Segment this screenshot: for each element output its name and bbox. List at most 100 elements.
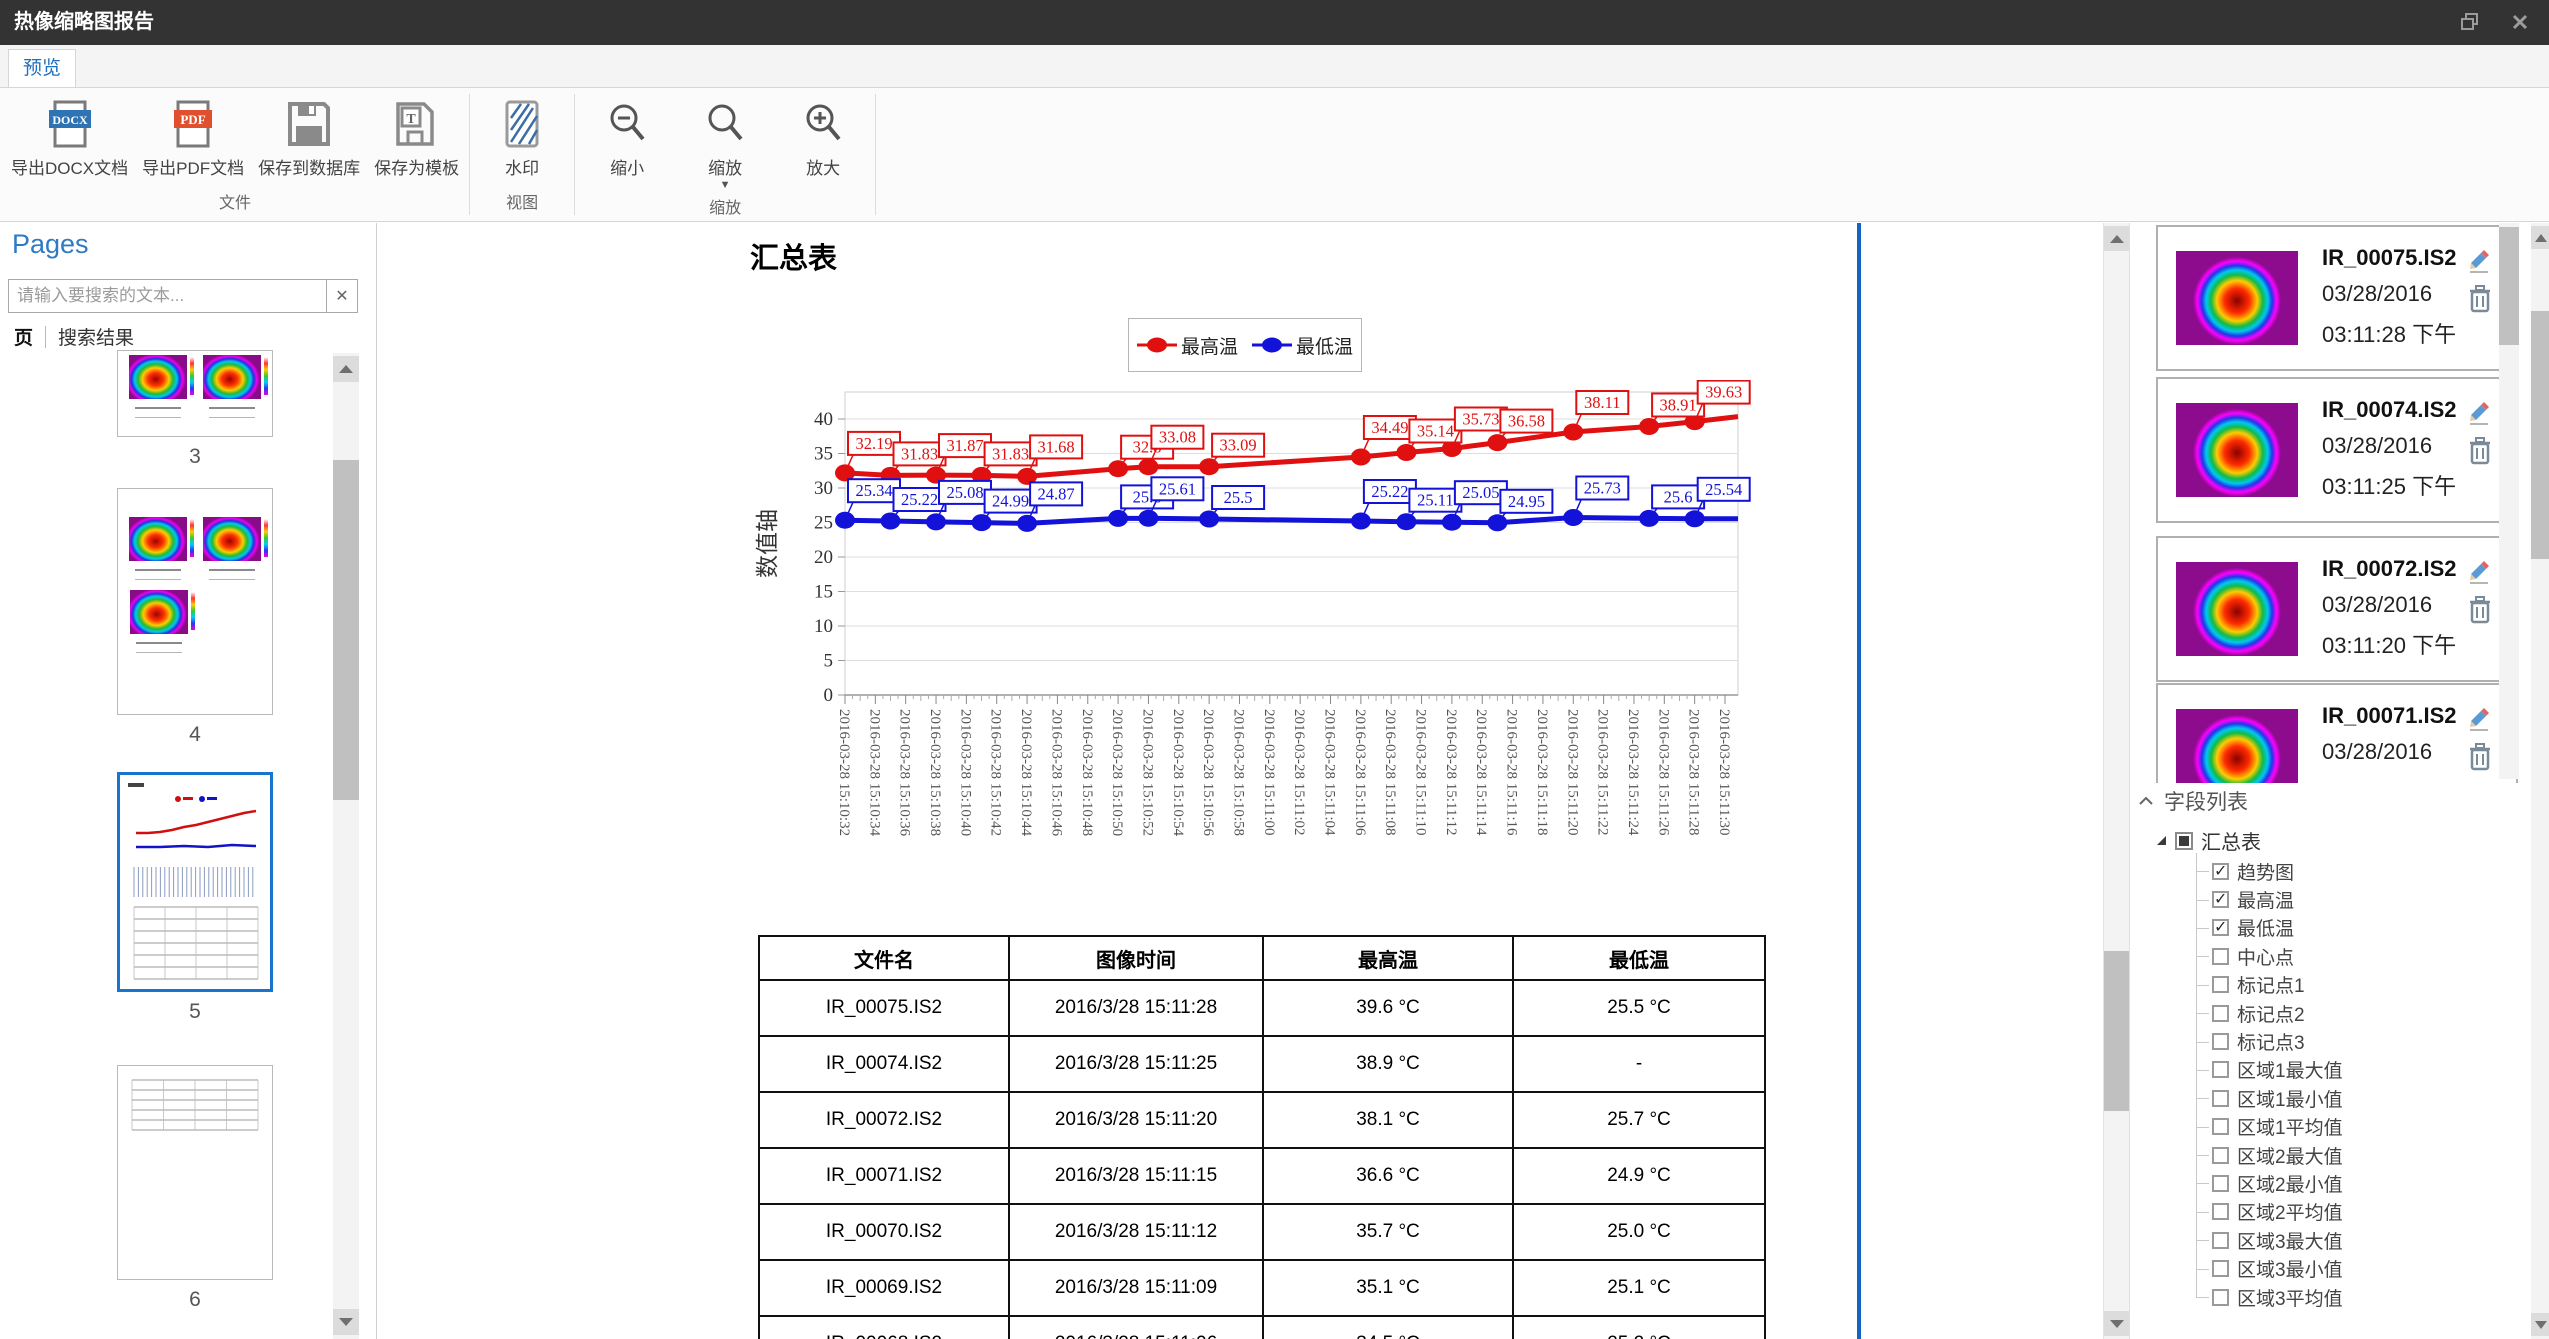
table-cell: IR_00075.IS2 xyxy=(758,979,1010,1037)
page-thumbnail-3[interactable] xyxy=(117,350,273,437)
checkbox-unchecked-icon[interactable] xyxy=(2212,976,2229,994)
page-right-edge xyxy=(1857,223,1861,1339)
field-item-区域2平均值[interactable]: 区域2平均值 xyxy=(2196,1198,2538,1226)
checkbox-unchecked-icon[interactable] xyxy=(2212,1061,2229,1079)
field-item-标记点2[interactable]: 标记点2 xyxy=(2196,999,2538,1027)
edit-pencil-icon[interactable] xyxy=(2466,705,2492,736)
field-item-区域1最小值[interactable]: 区域1最小值 xyxy=(2196,1084,2538,1112)
search-input[interactable] xyxy=(9,280,326,312)
ribbon-button-导出PDF文档[interactable]: PDF 导出PDF文档 xyxy=(135,96,251,181)
field-item-标记点3[interactable]: 标记点3 xyxy=(2196,1027,2538,1055)
table-cell: IR_00070.IS2 xyxy=(758,1203,1010,1261)
field-item-label: 趋势图 xyxy=(2237,862,2295,884)
document-scroll-down-icon[interactable] xyxy=(2104,1311,2129,1336)
field-item-最低温[interactable]: 最低温 xyxy=(2196,914,2538,942)
checkbox-unchecked-icon[interactable] xyxy=(2212,1118,2229,1136)
panel-scroll-down-icon[interactable] xyxy=(2531,1313,2549,1336)
pages-scroll-up-icon[interactable] xyxy=(333,356,359,382)
svg-text:31.68: 31.68 xyxy=(1038,437,1075,456)
checkbox-checked-icon[interactable] xyxy=(2212,861,2229,881)
document-scrollbar[interactable] xyxy=(2103,223,2130,1339)
document-scroll-up-icon[interactable] xyxy=(2104,226,2129,251)
field-item-最高温[interactable]: 最高温 xyxy=(2196,885,2538,913)
edit-pencil-icon[interactable] xyxy=(2466,247,2492,278)
thumbnail-card-IR_00071.IS2[interactable]: IR_00071.IS2 03/28/2016 xyxy=(2156,683,2518,783)
thumbnail-card-IR_00072.IS2[interactable]: IR_00072.IS2 03/28/2016 03:11:20 下午 xyxy=(2156,536,2518,682)
pages-scroll-down-icon[interactable] xyxy=(333,1309,359,1335)
svg-text:24.99: 24.99 xyxy=(992,492,1029,511)
ribbon-button-保存为模板[interactable]: T 保存为模板 xyxy=(367,96,466,181)
table-cell: 2016/3/28 15:11:25 xyxy=(1008,1035,1264,1093)
checkbox-unchecked-icon[interactable] xyxy=(2212,947,2229,965)
checkbox-unchecked-icon[interactable] xyxy=(2212,1004,2229,1022)
close-icon[interactable] xyxy=(2503,8,2537,36)
panel-scrollbar-thumb[interactable] xyxy=(2531,311,2549,559)
table-cell: IR_00074.IS2 xyxy=(758,1035,1010,1093)
checkbox-unchecked-icon[interactable] xyxy=(2212,1231,2229,1249)
trash-icon[interactable] xyxy=(2468,596,2492,629)
legend-item: 最高温 xyxy=(1136,332,1238,359)
ribbon-button-放大[interactable]: 放大 xyxy=(774,96,872,181)
field-item-区域3平均值[interactable]: 区域3平均值 xyxy=(2196,1283,2538,1311)
trash-icon[interactable] xyxy=(2468,285,2492,318)
field-item-区域1平均值[interactable]: 区域1平均值 xyxy=(2196,1113,2538,1141)
checkbox-unchecked-icon[interactable] xyxy=(2212,1033,2229,1051)
field-item-区域2最大值[interactable]: 区域2最大值 xyxy=(2196,1141,2538,1169)
search-clear-icon[interactable]: ✕ xyxy=(326,280,357,312)
page-thumbnail-5[interactable] xyxy=(117,772,273,992)
zoom-out-icon xyxy=(605,98,649,150)
ribbon-button-缩放[interactable]: 缩放 ▼ xyxy=(676,96,774,192)
field-item-标记点1[interactable]: 标记点1 xyxy=(2196,971,2538,999)
thumbnail-card-IR_00074.IS2[interactable]: IR_00074.IS2 03/28/2016 03:11:25 下午 xyxy=(2156,377,2518,523)
checkbox-unchecked-icon[interactable] xyxy=(2212,1288,2229,1306)
svg-text:2016-03-28 15:11:18: 2016-03-28 15:11:18 xyxy=(1534,709,1550,836)
panel-scroll-up-icon[interactable] xyxy=(2531,226,2549,249)
ribbon-button-label: 放大 xyxy=(806,159,841,178)
checkbox-unchecked-icon[interactable] xyxy=(2212,1260,2229,1278)
checkbox-unchecked-icon[interactable] xyxy=(2212,1203,2229,1221)
svg-text:2016-03-28 15:10:50: 2016-03-28 15:10:50 xyxy=(1109,709,1125,836)
field-item-趋势图[interactable]: 趋势图 xyxy=(2196,857,2538,885)
trash-icon[interactable] xyxy=(2468,437,2492,470)
svg-text:2016-03-28 15:10:44: 2016-03-28 15:10:44 xyxy=(1018,709,1034,837)
tab-search-results[interactable]: 搜索结果 xyxy=(58,328,135,349)
checkbox-unchecked-icon[interactable] xyxy=(2212,1089,2229,1107)
page-thumbnail-6[interactable] xyxy=(117,1065,273,1280)
field-list-root[interactable]: 汇总表 xyxy=(2156,826,2538,855)
field-item-区域3最小值[interactable]: 区域3最小值 xyxy=(2196,1254,2538,1282)
document-scrollbar-thumb[interactable] xyxy=(2104,951,2129,1111)
thumbnail-scrollbar[interactable] xyxy=(2499,223,2519,779)
field-item-区域3最大值[interactable]: 区域3最大值 xyxy=(2196,1226,2538,1254)
page-thumbnail-4[interactable] xyxy=(117,488,273,715)
root-checkbox[interactable] xyxy=(2175,831,2193,850)
trash-icon[interactable] xyxy=(2468,743,2492,776)
checkbox-unchecked-icon[interactable] xyxy=(2212,1146,2229,1164)
checkbox-checked-icon[interactable] xyxy=(2212,889,2229,909)
page-number: 4 xyxy=(189,723,201,746)
ribbon-button-缩小[interactable]: 缩小 xyxy=(578,96,676,181)
ribbon-button-导出DOCX文档[interactable]: DOCX 导出DOCX文档 xyxy=(4,96,135,181)
page-number: 5 xyxy=(189,1000,201,1023)
field-item-中心点[interactable]: 中心点 xyxy=(2196,942,2538,970)
table-cell: 25.2 °C xyxy=(1512,1315,1766,1339)
title-bar: 热像缩略图报告 xyxy=(0,0,2549,45)
field-item-区域1最大值[interactable]: 区域1最大值 xyxy=(2196,1056,2538,1084)
mini-chart xyxy=(128,783,259,980)
ribbon-button-保存到数据库[interactable]: 保存到数据库 xyxy=(251,96,367,181)
file-date: 03/28/2016 xyxy=(2322,433,2433,458)
thumbnail-scrollbar-thumb[interactable] xyxy=(2499,227,2519,345)
tab-page[interactable]: 页 xyxy=(14,328,34,349)
dropdown-arrow-icon[interactable]: ▼ xyxy=(719,179,731,191)
checkbox-unchecked-icon[interactable] xyxy=(2212,1174,2229,1192)
thumbnail-card-IR_00075.IS2[interactable]: IR_00075.IS2 03/28/2016 03:11:28 下午 xyxy=(2156,225,2518,371)
edit-pencil-icon[interactable] xyxy=(2466,399,2492,430)
field-item-区域2最小值[interactable]: 区域2最小值 xyxy=(2196,1169,2538,1197)
edit-pencil-icon[interactable] xyxy=(2466,558,2492,589)
tab-preview[interactable]: 预览 xyxy=(8,49,77,87)
checkbox-checked-icon[interactable] xyxy=(2212,917,2229,937)
restore-icon[interactable] xyxy=(2453,8,2487,36)
collapse-chevron-icon xyxy=(2139,796,2153,805)
ribbon-button-水印[interactable]: 水印 xyxy=(473,96,571,181)
field-list-header[interactable]: 字段列表 xyxy=(2138,786,2538,816)
pages-scrollbar-thumb[interactable] xyxy=(333,460,359,800)
